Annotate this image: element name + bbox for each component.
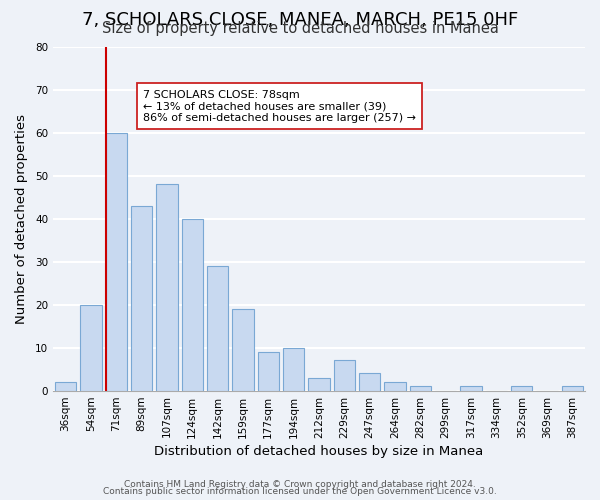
Bar: [182, 218, 203, 390]
Text: Contains public sector information licensed under the Open Government Licence v3: Contains public sector information licen…: [103, 487, 497, 496]
Bar: [80, 304, 102, 390]
Bar: [283, 348, 304, 391]
Bar: [410, 386, 431, 390]
Text: Size of property relative to detached houses in Manea: Size of property relative to detached ho…: [101, 22, 499, 36]
Bar: [106, 132, 127, 390]
Bar: [562, 386, 583, 390]
Y-axis label: Number of detached properties: Number of detached properties: [15, 114, 28, 324]
Bar: [55, 382, 76, 390]
Bar: [359, 374, 380, 390]
Bar: [511, 386, 532, 390]
Text: 7 SCHOLARS CLOSE: 78sqm
← 13% of detached houses are smaller (39)
86% of semi-de: 7 SCHOLARS CLOSE: 78sqm ← 13% of detache…: [143, 90, 416, 122]
Bar: [257, 352, 279, 391]
Bar: [156, 184, 178, 390]
Bar: [232, 309, 254, 390]
Bar: [308, 378, 330, 390]
X-axis label: Distribution of detached houses by size in Manea: Distribution of detached houses by size …: [154, 444, 484, 458]
Bar: [334, 360, 355, 390]
Bar: [131, 206, 152, 390]
Bar: [207, 266, 229, 390]
Text: Contains HM Land Registry data © Crown copyright and database right 2024.: Contains HM Land Registry data © Crown c…: [124, 480, 476, 489]
Bar: [460, 386, 482, 390]
Bar: [384, 382, 406, 390]
Text: 7, SCHOLARS CLOSE, MANEA, MARCH, PE15 0HF: 7, SCHOLARS CLOSE, MANEA, MARCH, PE15 0H…: [82, 11, 518, 29]
